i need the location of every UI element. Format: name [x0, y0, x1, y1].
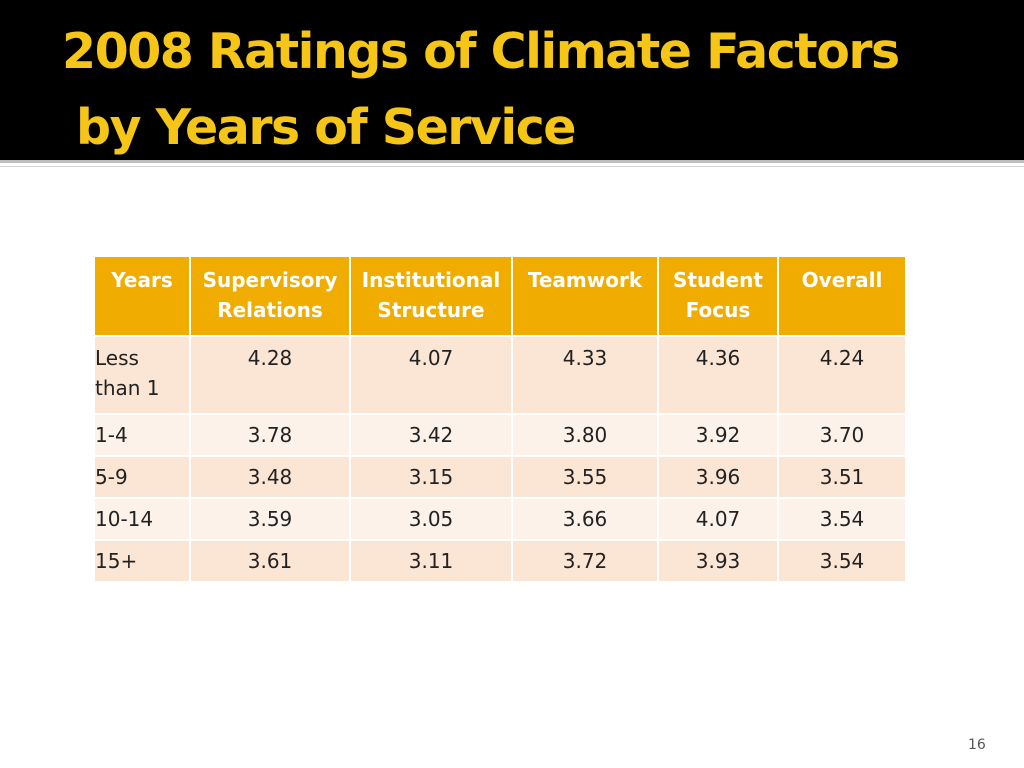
table-header-row: Years Supervisory Relations Institutional…: [93, 255, 907, 337]
years-cell: 10-14: [93, 497, 191, 541]
overall-value: 4.24: [777, 335, 907, 415]
header-years: Years: [93, 255, 191, 337]
title-divider-thin: [0, 166, 1024, 167]
slide-title-line-1: 2008 Ratings of Climate Factors: [62, 23, 900, 80]
table-row: 5-9 3.48 3.15 3.55 3.96 3.51: [93, 455, 907, 499]
years-cell: 5-9: [93, 455, 191, 499]
slide-title-line-2: by Years of Service: [76, 99, 577, 156]
supervisory-value: 4.28: [189, 335, 351, 415]
supervisory-value: 3.48: [189, 455, 351, 499]
years-cell: Less than 1: [93, 335, 191, 415]
supervisory-value: 3.78: [189, 413, 351, 457]
supervisory-value: 3.61: [189, 539, 351, 583]
table-row: 10-14 3.59 3.05 3.66 4.07 3.54: [93, 497, 907, 541]
ratings-table: Years Supervisory Relations Institutional…: [93, 255, 907, 583]
page-number: 16: [968, 737, 986, 753]
table-row: 15+ 3.61 3.11 3.72 3.93 3.54: [93, 539, 907, 583]
student-focus-value: 4.36: [657, 335, 779, 415]
table-row: 1-4 3.78 3.42 3.80 3.92 3.70: [93, 413, 907, 457]
header-institutional-structure: Institutional Structure: [349, 255, 513, 337]
header-teamwork: Teamwork: [511, 255, 659, 337]
institutional-value: 3.15: [349, 455, 513, 499]
overall-value: 3.54: [777, 497, 907, 541]
overall-value: 3.54: [777, 539, 907, 583]
years-cell: 1-4: [93, 413, 191, 457]
institutional-value: 4.07: [349, 335, 513, 415]
institutional-value: 3.11: [349, 539, 513, 583]
student-focus-value: 3.93: [657, 539, 779, 583]
table-row: Less than 1 4.28 4.07 4.33 4.36 4.24: [93, 335, 907, 415]
overall-value: 3.51: [777, 455, 907, 499]
student-focus-value: 3.96: [657, 455, 779, 499]
header-overall: Overall: [777, 255, 907, 337]
teamwork-value: 3.66: [511, 497, 659, 541]
institutional-value: 3.42: [349, 413, 513, 457]
student-focus-value: 4.07: [657, 497, 779, 541]
title-bar: 2008 Ratings of Climate Factors by Years…: [0, 0, 1024, 160]
supervisory-value: 3.59: [189, 497, 351, 541]
overall-value: 3.70: [777, 413, 907, 457]
title-divider: [0, 160, 1024, 163]
teamwork-value: 3.80: [511, 413, 659, 457]
student-focus-value: 3.92: [657, 413, 779, 457]
years-cell: 15+: [93, 539, 191, 583]
teamwork-value: 3.72: [511, 539, 659, 583]
institutional-value: 3.05: [349, 497, 513, 541]
header-supervisory-relations: Supervisory Relations: [189, 255, 351, 337]
teamwork-value: 4.33: [511, 335, 659, 415]
header-student-focus: Student Focus: [657, 255, 779, 337]
teamwork-value: 3.55: [511, 455, 659, 499]
